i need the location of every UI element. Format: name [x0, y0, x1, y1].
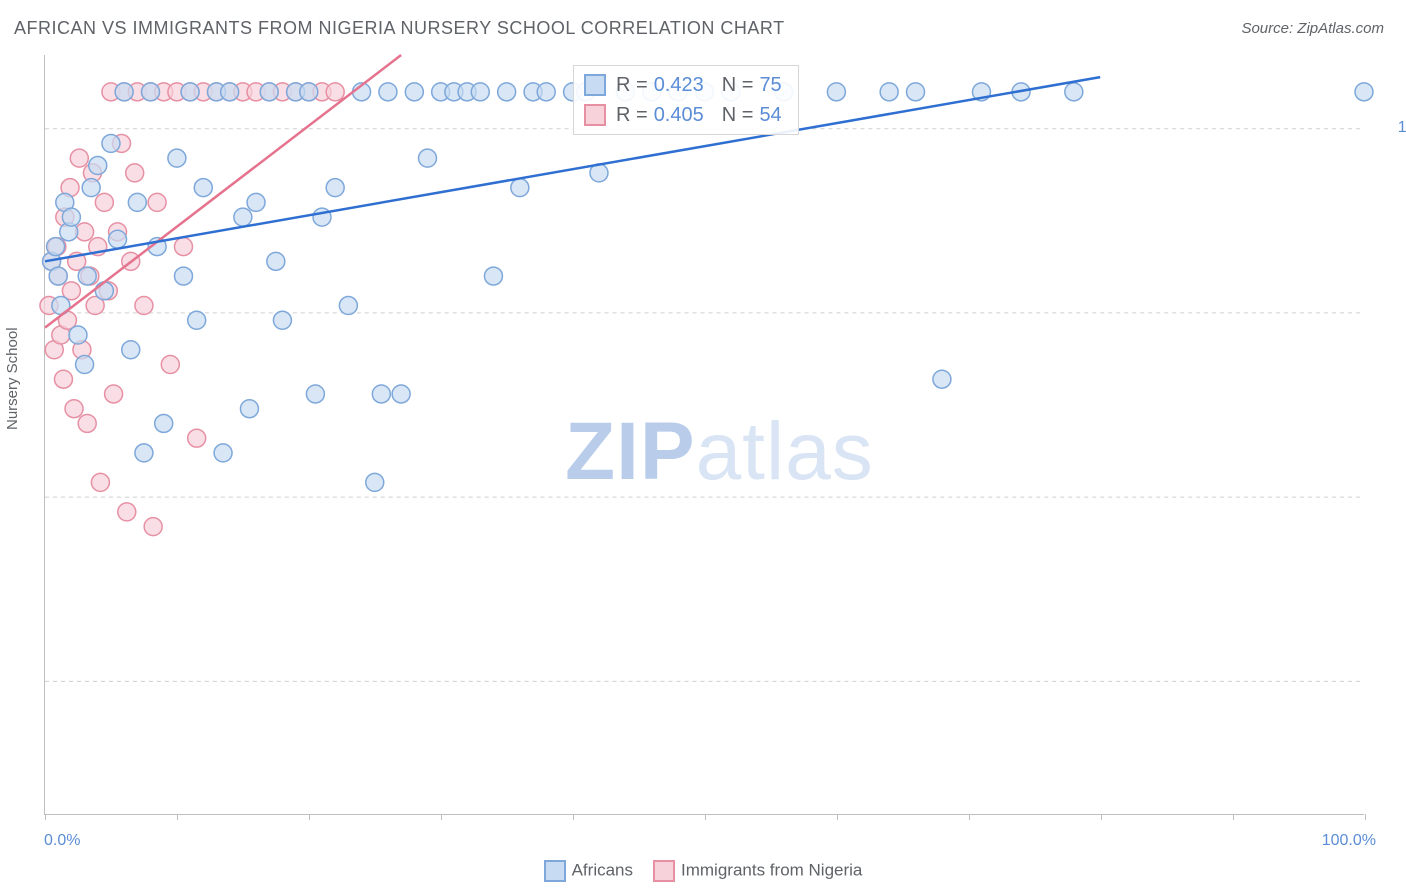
y-tick-label: 95.0%	[1382, 488, 1406, 506]
x-min-label: 0.0%	[44, 832, 80, 850]
x-tick-mark	[1365, 814, 1366, 820]
legend-label: Immigrants from Nigeria	[681, 860, 862, 879]
y-tick-label: 97.5%	[1382, 303, 1406, 321]
n-value-africans: 75	[759, 74, 781, 97]
swatch-nigeria	[584, 104, 606, 126]
y-axis-label: Nursery School	[4, 327, 21, 430]
stats-row-africans: R = 0.423 N = 75	[574, 70, 798, 100]
bottom-legend: Africans Immigrants from Nigeria	[0, 860, 1406, 882]
r-label: R =	[616, 104, 648, 127]
legend-item: Immigrants from Nigeria	[653, 860, 862, 882]
legend-label: Africans	[572, 860, 633, 879]
x-tick-mark	[705, 814, 706, 820]
x-tick-mark	[45, 814, 46, 820]
x-tick-mark	[177, 814, 178, 820]
x-tick-mark	[441, 814, 442, 820]
chart-title: AFRICAN VS IMMIGRANTS FROM NIGERIA NURSE…	[14, 18, 785, 39]
legend-item: Africans	[544, 860, 633, 882]
r-value-africans: 0.423	[654, 74, 704, 97]
x-tick-mark	[1233, 814, 1234, 820]
r-value-nigeria: 0.405	[654, 104, 704, 127]
x-tick-mark	[1101, 814, 1102, 820]
legend-swatch	[544, 860, 566, 882]
chart-svg	[45, 55, 1364, 814]
swatch-africans	[584, 74, 606, 96]
y-tick-label: 92.5%	[1382, 672, 1406, 690]
n-label: N =	[722, 74, 754, 97]
y-tick-label: 100.0%	[1382, 119, 1406, 137]
x-tick-mark	[837, 814, 838, 820]
stats-legend: R = 0.423 N = 75 R = 0.405 N = 54	[573, 65, 799, 135]
r-label: R =	[616, 74, 648, 97]
n-label: N =	[722, 104, 754, 127]
x-max-label: 100.0%	[1322, 832, 1376, 850]
stats-row-nigeria: R = 0.405 N = 54	[574, 100, 798, 130]
plot-area: 92.5%95.0%97.5%100.0% ZIPatlas R = 0.423…	[44, 55, 1364, 815]
n-value-nigeria: 54	[759, 104, 781, 127]
source-label: Source: ZipAtlas.com	[1241, 20, 1384, 37]
x-tick-mark	[573, 814, 574, 820]
x-tick-mark	[309, 814, 310, 820]
legend-swatch	[653, 860, 675, 882]
x-tick-mark	[969, 814, 970, 820]
